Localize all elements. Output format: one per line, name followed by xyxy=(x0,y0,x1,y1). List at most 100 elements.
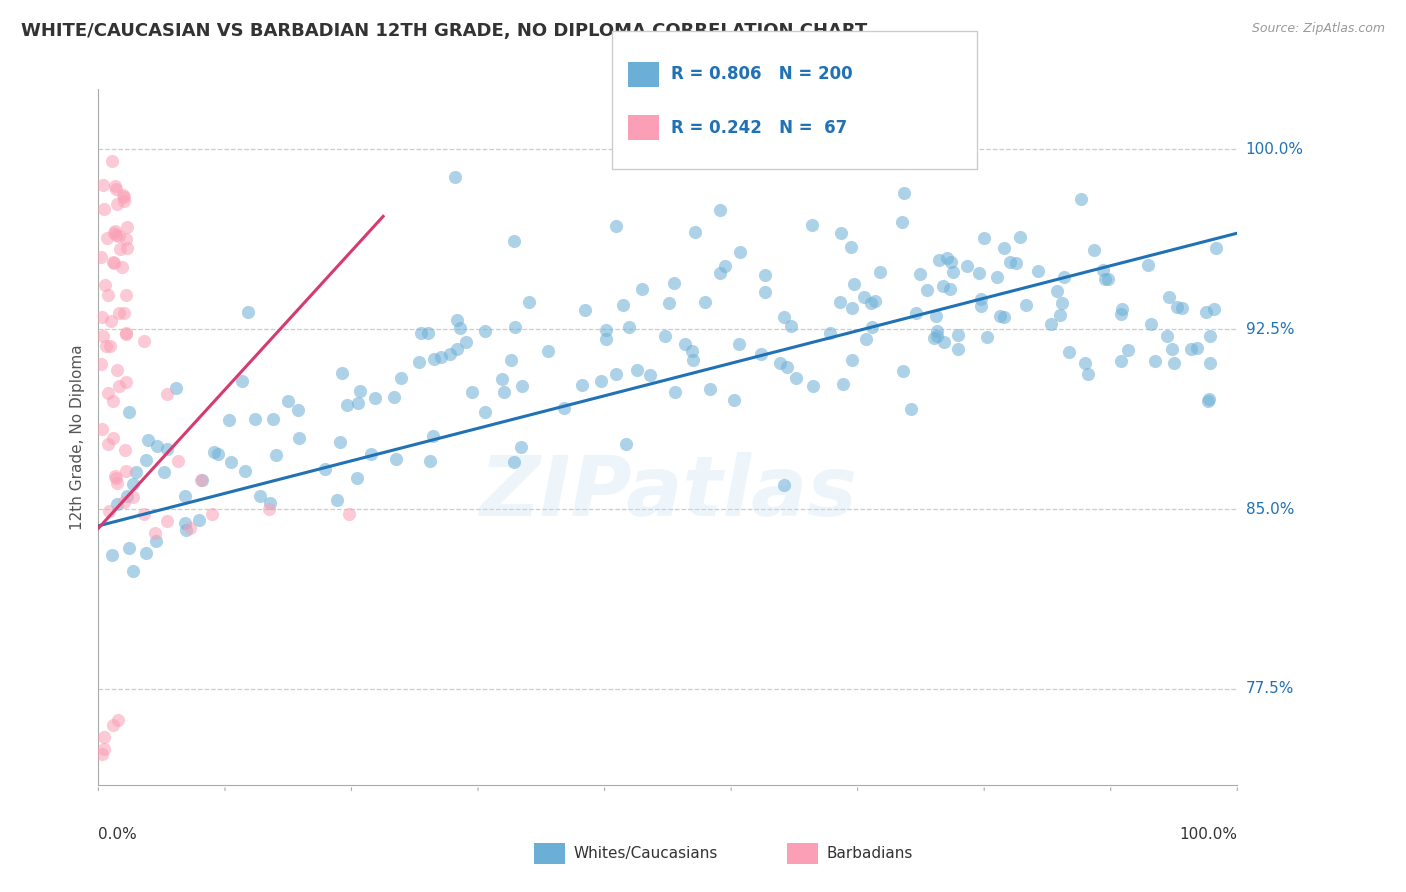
Text: 85.0%: 85.0% xyxy=(1246,501,1294,516)
Point xyxy=(439,347,461,361)
Point xyxy=(382,390,405,404)
Point xyxy=(277,394,299,409)
Point xyxy=(1083,243,1105,257)
Point xyxy=(801,379,824,393)
Point xyxy=(893,186,915,201)
Point xyxy=(91,328,114,343)
Point xyxy=(988,310,1011,324)
Point xyxy=(993,310,1015,325)
Point xyxy=(136,433,159,447)
Point xyxy=(948,327,970,342)
Point xyxy=(699,383,721,397)
Point xyxy=(112,306,135,320)
Point xyxy=(218,413,240,427)
Point xyxy=(1109,353,1132,368)
Point xyxy=(855,332,877,346)
Point xyxy=(153,465,176,479)
Point xyxy=(772,310,794,324)
Point xyxy=(105,475,128,490)
Point xyxy=(174,516,197,530)
Point xyxy=(101,431,124,445)
Point xyxy=(801,218,824,232)
Point xyxy=(820,326,842,340)
Point xyxy=(956,259,979,273)
Point xyxy=(1160,342,1182,356)
Point xyxy=(946,342,969,356)
Point xyxy=(681,343,703,358)
Point xyxy=(121,476,143,491)
Point xyxy=(1137,258,1160,272)
Point xyxy=(1111,302,1133,317)
Point xyxy=(1049,308,1071,322)
Point xyxy=(830,226,852,240)
Point xyxy=(173,490,195,504)
Point xyxy=(135,546,157,560)
Point xyxy=(97,386,120,401)
Point xyxy=(1205,241,1227,255)
Point xyxy=(135,453,157,467)
Point xyxy=(723,392,745,407)
Point xyxy=(1109,307,1132,321)
Point xyxy=(1000,255,1022,269)
Point xyxy=(905,306,928,320)
Point xyxy=(773,477,796,491)
Point xyxy=(1198,392,1220,406)
Point xyxy=(617,320,640,334)
Point xyxy=(446,343,468,357)
Point xyxy=(828,295,851,310)
Point xyxy=(1202,301,1225,316)
Point xyxy=(259,502,281,516)
Point xyxy=(105,497,128,511)
Text: ZIPatlas: ZIPatlas xyxy=(479,452,856,533)
Point xyxy=(969,299,991,313)
Point xyxy=(104,179,127,194)
Point xyxy=(114,442,136,457)
Point xyxy=(730,244,752,259)
Point xyxy=(93,202,115,216)
Point xyxy=(190,473,212,487)
Point xyxy=(1053,270,1076,285)
Point xyxy=(553,401,575,415)
Point xyxy=(103,224,125,238)
Point xyxy=(156,442,179,456)
Point xyxy=(90,357,112,371)
Point xyxy=(917,284,939,298)
Point xyxy=(474,405,496,419)
Point xyxy=(1159,290,1181,304)
Point xyxy=(121,490,143,504)
Point xyxy=(446,312,468,326)
Point xyxy=(939,255,962,269)
Point xyxy=(94,339,117,353)
Point xyxy=(104,182,127,196)
Text: 100.0%: 100.0% xyxy=(1246,142,1303,157)
Point xyxy=(233,464,256,478)
Point xyxy=(108,228,131,243)
Point xyxy=(416,326,439,340)
Point xyxy=(832,377,855,392)
Point xyxy=(769,356,792,370)
Point xyxy=(97,437,120,451)
Point xyxy=(115,232,138,246)
Point xyxy=(346,471,368,485)
Point xyxy=(631,282,654,296)
Point xyxy=(491,372,513,386)
Point xyxy=(190,473,212,487)
Text: 100.0%: 100.0% xyxy=(1180,827,1237,842)
Point xyxy=(900,401,922,416)
Point xyxy=(536,344,558,359)
Point xyxy=(90,250,112,264)
Point xyxy=(114,288,136,302)
Point xyxy=(993,241,1015,255)
Point xyxy=(105,362,128,376)
Point xyxy=(419,453,441,467)
Point xyxy=(869,265,891,279)
Point xyxy=(364,391,387,405)
Point xyxy=(928,253,950,268)
Point xyxy=(422,429,444,443)
Point xyxy=(654,329,676,343)
Point xyxy=(841,301,863,315)
Point xyxy=(101,254,124,268)
Point xyxy=(264,449,287,463)
Point xyxy=(96,231,118,245)
Point xyxy=(100,314,122,328)
